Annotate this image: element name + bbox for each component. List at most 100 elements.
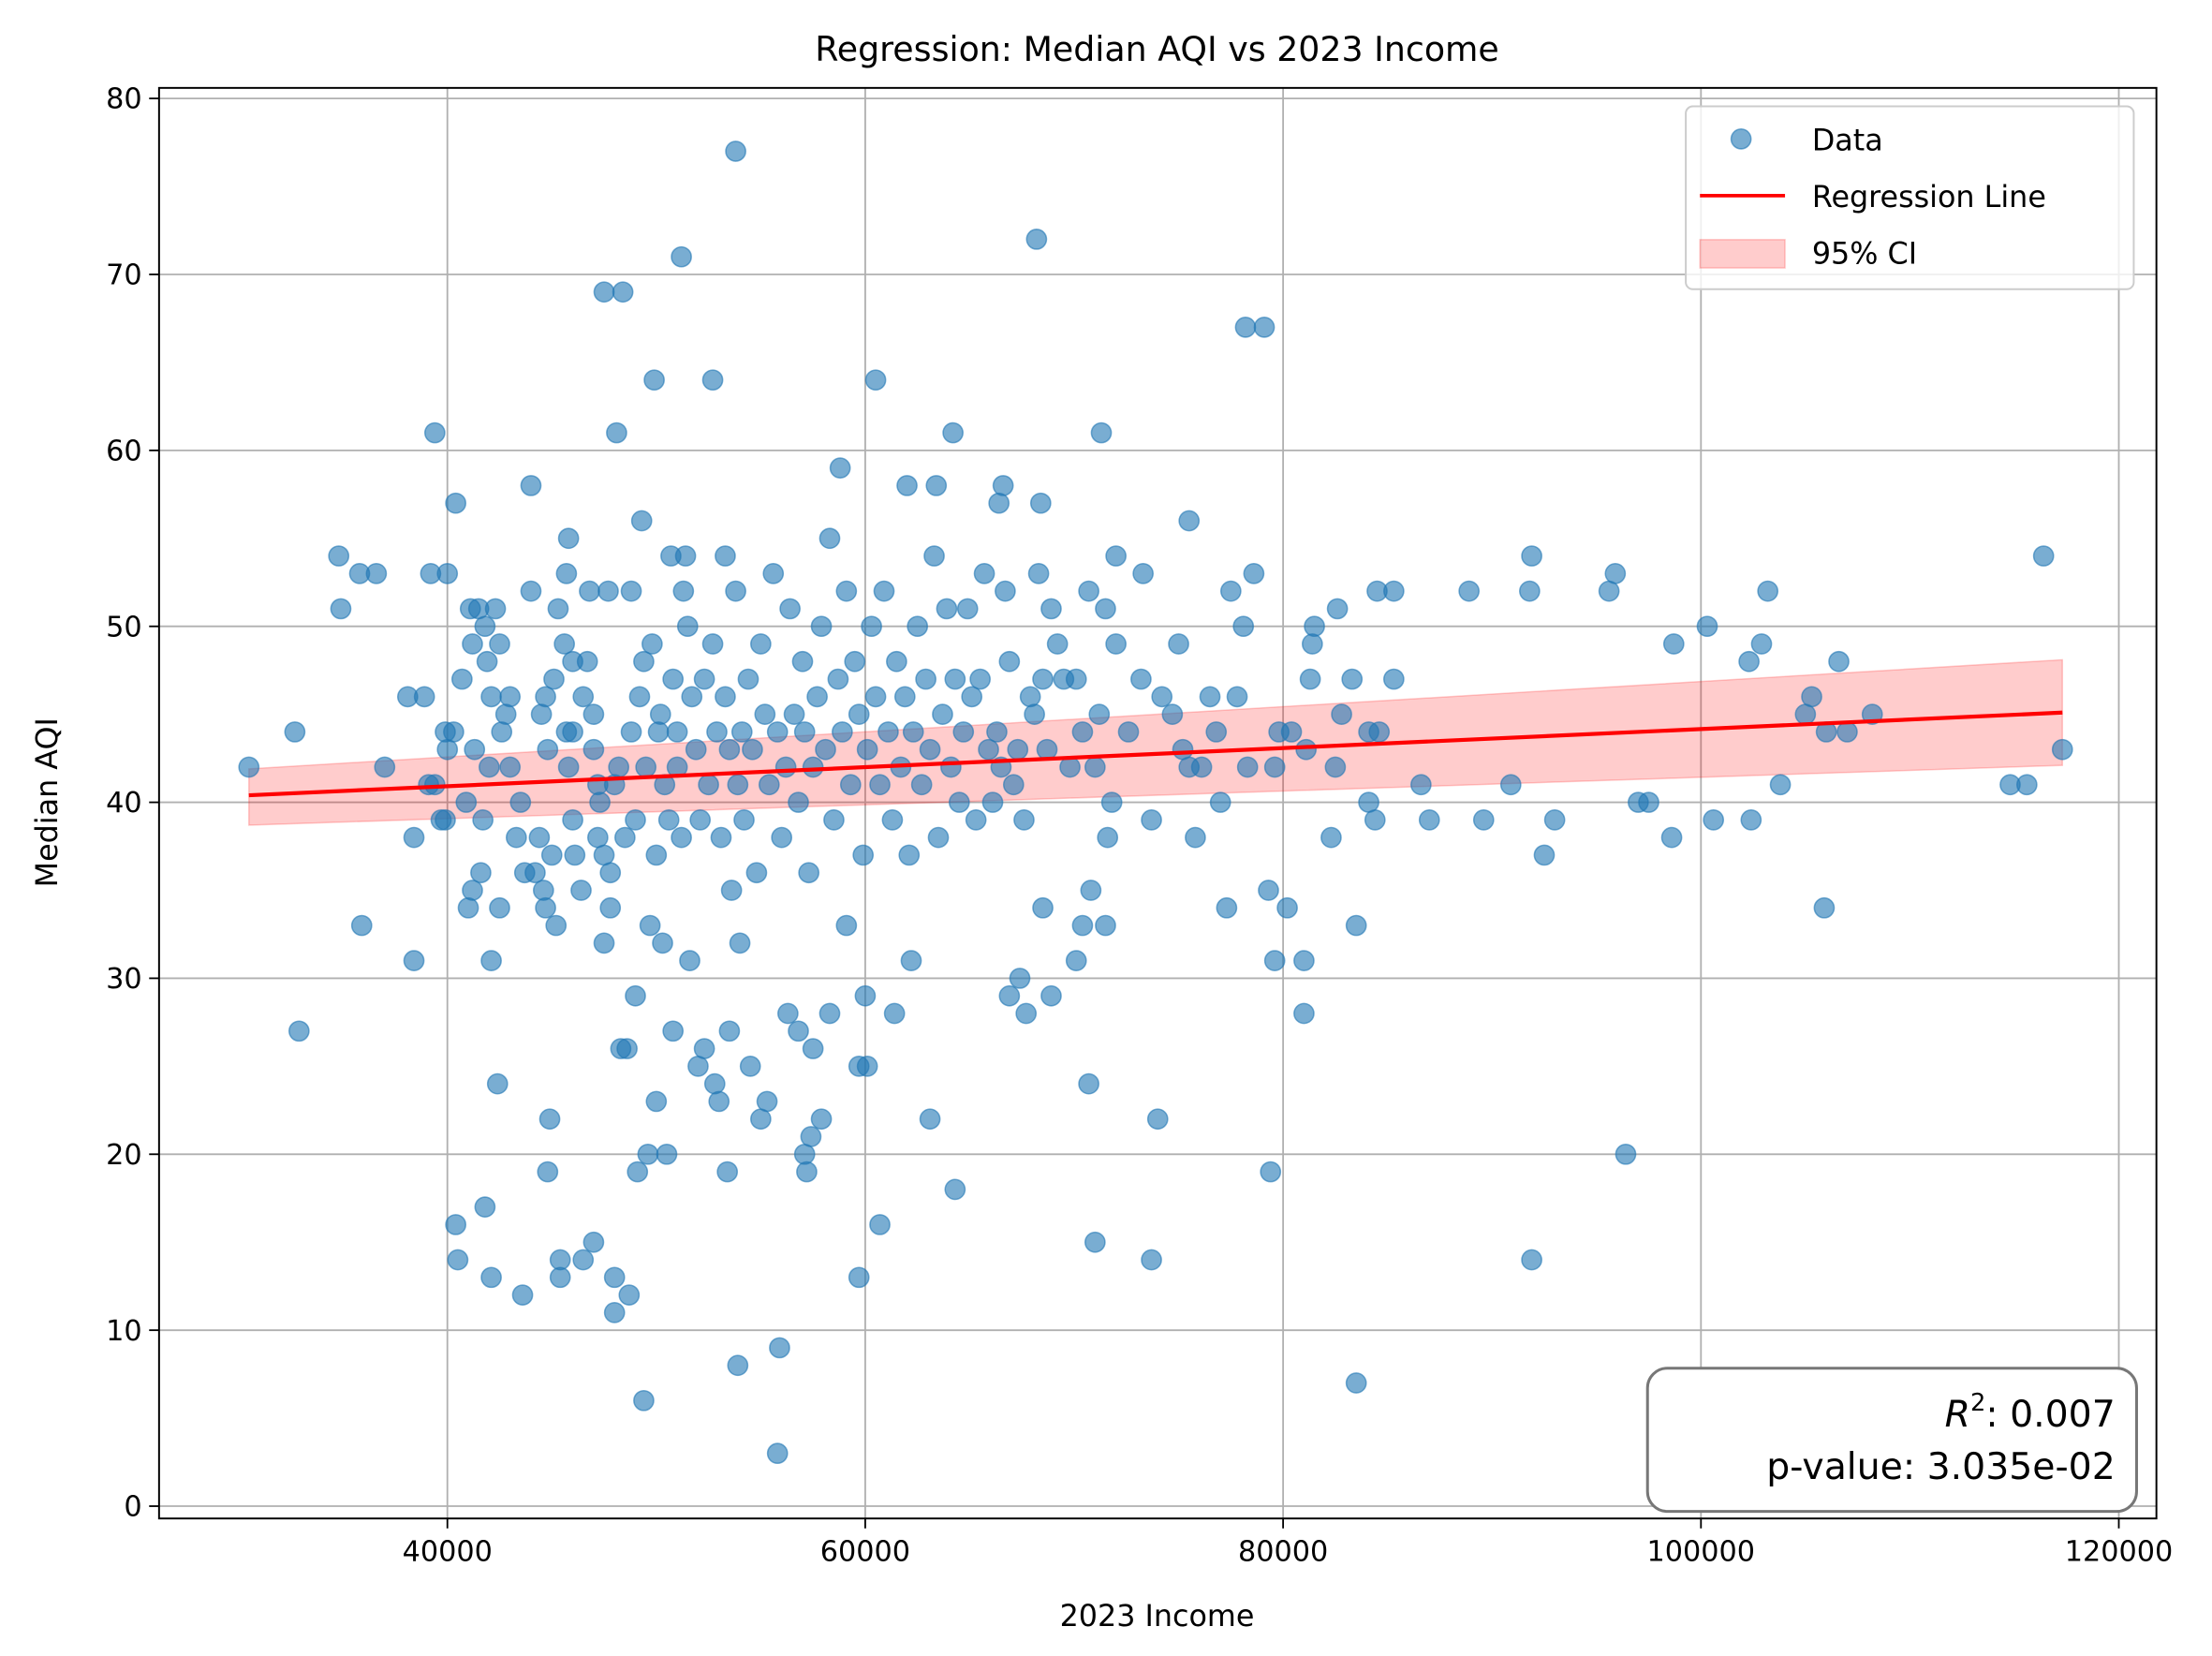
- data-point: [1032, 896, 1054, 919]
- data-point: [374, 756, 396, 778]
- data-point: [1409, 774, 1432, 796]
- data-point: [715, 686, 736, 708]
- data-point: [1543, 809, 1566, 831]
- data-point: [616, 1038, 638, 1059]
- data-point: [1521, 1249, 1542, 1271]
- data-point: [2051, 738, 2073, 761]
- grid: [158, 87, 2157, 1519]
- data-point: [562, 809, 583, 831]
- y-tick-label: 10: [106, 1315, 142, 1348]
- data-point: [823, 809, 845, 831]
- data-point: [844, 650, 866, 673]
- data-point: [802, 1038, 824, 1059]
- data-point: [1065, 668, 1087, 690]
- data-point: [703, 1072, 726, 1095]
- data-point: [877, 721, 899, 743]
- data-point: [730, 721, 753, 743]
- data-point: [1132, 562, 1154, 584]
- data-point: [745, 862, 768, 884]
- data-point: [625, 984, 646, 1007]
- data-point: [472, 809, 494, 831]
- data-point: [832, 721, 853, 743]
- data-point: [839, 774, 862, 796]
- plot-frame: [157, 86, 2158, 1520]
- data-point: [455, 791, 478, 813]
- data-point: [618, 1284, 641, 1306]
- data-point: [330, 598, 352, 620]
- data-point: [657, 809, 680, 831]
- data-point: [603, 1266, 626, 1289]
- data-point: [645, 844, 668, 866]
- data-point: [944, 668, 966, 690]
- data-point: [532, 880, 554, 901]
- y-tick-label: 60: [106, 435, 142, 467]
- data-point: [491, 721, 513, 743]
- data-point: [553, 633, 576, 655]
- r2-symbol: R: [1945, 1393, 1970, 1436]
- data-point: [630, 510, 653, 532]
- data-point: [936, 598, 958, 620]
- data-point: [238, 756, 260, 778]
- data-point: [486, 1072, 509, 1095]
- data-point: [511, 1284, 534, 1306]
- data-point: [639, 914, 661, 937]
- data-point: [1260, 1161, 1282, 1183]
- x-axis-label: 2023 Income: [1060, 1600, 1255, 1634]
- data-point: [633, 650, 655, 673]
- data-point: [986, 721, 1008, 743]
- data-point: [447, 1249, 469, 1271]
- data-point: [1084, 1231, 1106, 1253]
- data-point: [1205, 721, 1228, 743]
- data-point: [480, 686, 502, 708]
- data-point: [1740, 809, 1762, 831]
- data-point: [489, 896, 510, 919]
- data-point: [1161, 703, 1184, 725]
- data-point: [535, 896, 556, 919]
- data-point: [549, 1266, 571, 1289]
- data-point: [478, 756, 500, 778]
- data-point: [540, 844, 563, 866]
- data-point: [1071, 914, 1094, 937]
- data-point: [771, 826, 793, 849]
- data-point: [725, 580, 746, 602]
- data-point: [628, 686, 651, 708]
- data-point: [633, 1389, 655, 1412]
- r2-value: : 0.007: [1985, 1393, 2115, 1436]
- data-point: [881, 809, 904, 831]
- data-point: [1331, 703, 1352, 725]
- data-point: [1151, 686, 1173, 708]
- data-point: [777, 1002, 799, 1025]
- data-point: [1146, 1108, 1169, 1131]
- data-point: [562, 721, 583, 743]
- data-point: [528, 826, 551, 849]
- data-point: [835, 580, 858, 602]
- data-point: [524, 862, 546, 884]
- legend-data-marker: [1730, 127, 1752, 150]
- data-point: [869, 774, 891, 796]
- data-point: [1009, 968, 1031, 989]
- data-point: [956, 598, 979, 620]
- data-point: [716, 1161, 739, 1183]
- legend-data-label: Data: [1812, 124, 1883, 157]
- data-point: [579, 580, 600, 602]
- data-point: [852, 844, 875, 866]
- data-point: [910, 774, 933, 796]
- x-tick-label: 40000: [403, 1536, 493, 1569]
- data-point: [779, 598, 801, 620]
- data-point: [861, 615, 882, 638]
- data-point: [864, 369, 887, 392]
- data-point: [1219, 580, 1242, 602]
- data-point: [769, 1337, 790, 1359]
- data-point: [1345, 1372, 1367, 1394]
- data-point: [1226, 686, 1248, 708]
- r2-text: R2: 0.007: [1945, 1389, 2116, 1436]
- data-point: [480, 1266, 502, 1289]
- data-point: [671, 826, 692, 849]
- data-point: [1382, 580, 1405, 602]
- y-tick-label: 30: [106, 963, 142, 996]
- data-point: [706, 721, 728, 743]
- data-point: [1472, 809, 1495, 831]
- data-point: [1100, 791, 1123, 813]
- data-point: [403, 826, 425, 849]
